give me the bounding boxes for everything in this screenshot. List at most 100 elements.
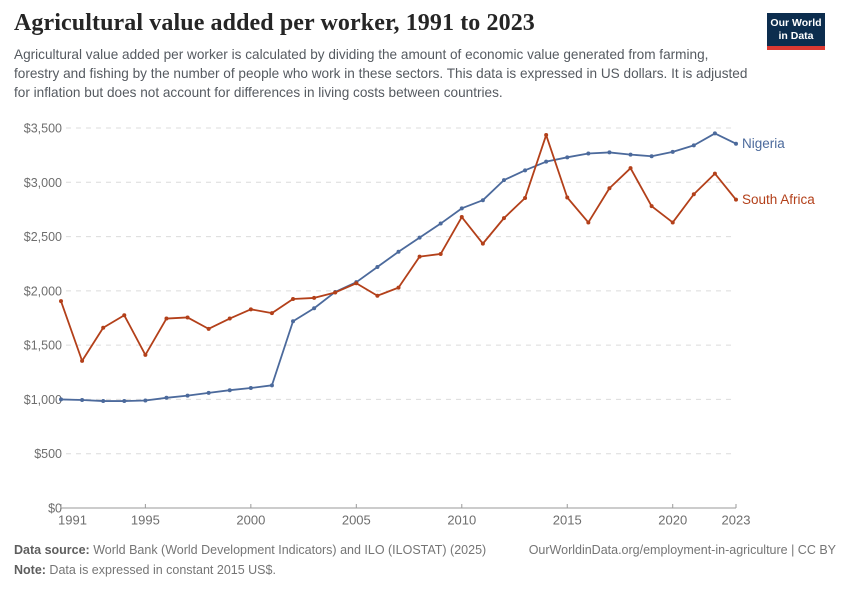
y-tick-label: $1,000 xyxy=(24,393,62,407)
south-africa-point xyxy=(523,196,528,201)
south-africa-point xyxy=(143,352,148,357)
nigeria-point xyxy=(185,393,190,398)
south-africa-series-label: South Africa xyxy=(742,192,815,207)
south-africa-point xyxy=(734,197,738,202)
nigeria-point xyxy=(375,264,380,269)
nigeria-point xyxy=(248,386,253,391)
nigeria-point xyxy=(227,388,232,393)
nigeria-point xyxy=(586,151,591,156)
nigeria-point xyxy=(101,399,106,404)
nigeria-point xyxy=(143,398,148,403)
south-africa-point xyxy=(459,215,464,220)
south-africa-point xyxy=(565,195,570,200)
y-tick-label: $2,500 xyxy=(24,230,62,244)
y-tick-label: $500 xyxy=(34,447,62,461)
x-tick-label: 2020 xyxy=(658,513,687,528)
nigeria-point xyxy=(712,131,717,136)
x-tick-label: 2000 xyxy=(236,513,265,528)
owid-logo: Our World in Data xyxy=(767,13,825,50)
south-africa-point xyxy=(544,133,549,138)
south-africa-line xyxy=(60,134,737,362)
nigeria-line xyxy=(60,132,737,402)
south-africa-point xyxy=(438,251,443,256)
south-africa-point xyxy=(375,293,380,298)
south-africa-point xyxy=(649,204,654,209)
nigeria-point xyxy=(269,383,274,388)
x-tick-label: 2010 xyxy=(447,513,476,528)
nigeria-point xyxy=(291,319,296,324)
data-source-text: Data source: World Bank (World Developme… xyxy=(14,543,487,557)
nigeria-point xyxy=(459,206,464,211)
nigeria-point xyxy=(164,395,169,400)
data-source-label: Data source: xyxy=(14,543,90,557)
south-africa-point xyxy=(227,316,232,321)
x-tick-label: 1995 xyxy=(131,513,160,528)
south-africa-point xyxy=(164,316,169,321)
nigeria-point xyxy=(501,178,506,183)
y-tick-label: $3,000 xyxy=(24,176,62,190)
south-africa-point xyxy=(480,241,485,246)
south-africa-point xyxy=(59,299,63,304)
y-tick-label: $1,500 xyxy=(24,339,62,353)
south-africa-point xyxy=(248,307,253,312)
south-africa-point xyxy=(333,290,338,295)
south-africa-point xyxy=(312,295,317,300)
note-label: Note: xyxy=(14,563,46,577)
south-africa-point xyxy=(122,313,127,318)
footer-note-row: Note: Data is expressed in constant 2015… xyxy=(14,563,836,577)
nigeria-point xyxy=(628,152,633,157)
chart-subtitle: Agricultural value added per worker is c… xyxy=(14,47,748,100)
south-africa-point xyxy=(185,315,190,320)
footer-source-row: Data source: World Bank (World Developme… xyxy=(14,543,836,557)
nigeria-point xyxy=(438,221,443,226)
nigeria-point xyxy=(206,390,211,395)
south-africa-point xyxy=(206,326,211,331)
owid-logo-line2: in Data xyxy=(778,29,814,42)
south-africa-point xyxy=(101,325,106,330)
note-text: Data is expressed in constant 2015 US$. xyxy=(45,563,276,577)
y-tick-label: $3,500 xyxy=(24,122,62,136)
south-africa-point xyxy=(291,297,296,301)
south-africa-point xyxy=(607,186,612,191)
x-tick-label: 2015 xyxy=(553,513,582,528)
x-tick-label: 2023 xyxy=(722,513,751,528)
south-africa-point xyxy=(586,220,591,225)
nigeria-point xyxy=(480,198,485,203)
south-africa-point xyxy=(269,311,274,316)
chart-footer: Data source: World Bank (World Developme… xyxy=(14,543,836,577)
nigeria-point xyxy=(734,141,738,146)
owid-logo-line1: Our World xyxy=(770,16,822,29)
nigeria-point xyxy=(312,306,317,311)
nigeria-point xyxy=(523,168,528,173)
nigeria-point xyxy=(80,397,85,402)
nigeria-point xyxy=(691,143,696,148)
x-tick-label: 1991 xyxy=(58,513,87,528)
nigeria-point xyxy=(396,249,401,254)
south-africa-point xyxy=(354,281,359,286)
x-tick-label: 2005 xyxy=(342,513,371,528)
south-africa-point xyxy=(80,358,85,363)
nigeria-point xyxy=(670,149,675,154)
nigeria-point xyxy=(607,150,612,155)
south-africa-point xyxy=(628,166,633,171)
nigeria-point xyxy=(59,397,63,402)
y-tick-label: $2,000 xyxy=(24,284,62,298)
nigeria-point xyxy=(649,154,654,159)
footer-url: OurWorldinData.org/employment-in-agricul… xyxy=(528,543,836,557)
south-africa-point xyxy=(396,285,401,290)
chart-header: Agricultural value added per worker, 199… xyxy=(14,10,754,102)
y-tick-label: $0 xyxy=(48,502,62,516)
nigeria-point xyxy=(417,235,422,240)
south-africa-point xyxy=(417,254,422,259)
south-africa-point xyxy=(712,171,717,176)
south-africa-point xyxy=(691,192,696,197)
nigeria-point xyxy=(122,399,127,404)
chart-title: Agricultural value added per worker, 199… xyxy=(14,10,535,36)
south-africa-point xyxy=(501,216,506,221)
nigeria-series-label: Nigeria xyxy=(742,136,785,151)
nigeria-point xyxy=(565,155,570,160)
south-africa-point xyxy=(670,220,675,225)
nigeria-point xyxy=(544,159,549,164)
